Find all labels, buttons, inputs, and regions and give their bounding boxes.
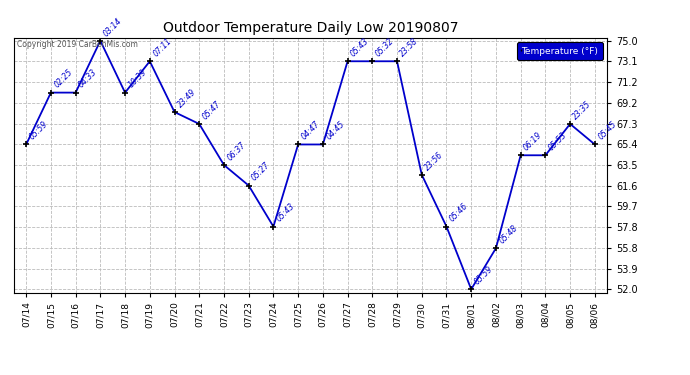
Text: 07:11: 07:11	[151, 36, 173, 58]
Text: 04:45: 04:45	[324, 120, 346, 142]
Text: 04:33: 04:33	[77, 68, 99, 90]
Text: Copyright 2019 CarBenMis.com: Copyright 2019 CarBenMis.com	[17, 40, 137, 49]
Title: Outdoor Temperature Daily Low 20190807: Outdoor Temperature Daily Low 20190807	[163, 21, 458, 35]
Text: 05:46: 05:46	[448, 202, 470, 224]
Text: 05:53: 05:53	[546, 130, 569, 153]
Text: 23:58: 23:58	[398, 36, 420, 58]
Text: 05:43: 05:43	[275, 202, 297, 224]
Text: 05:59: 05:59	[473, 264, 495, 286]
Text: 10:39: 10:39	[126, 68, 148, 90]
Text: 05:45: 05:45	[596, 120, 618, 142]
Text: 23:35: 23:35	[571, 99, 593, 121]
Text: 02:25: 02:25	[52, 68, 75, 90]
Text: 05:32: 05:32	[374, 36, 395, 58]
Legend: Temperature (°F): Temperature (°F)	[517, 42, 602, 60]
Text: 06:37: 06:37	[226, 140, 247, 162]
Text: 06:19: 06:19	[522, 130, 544, 153]
Text: 05:43: 05:43	[349, 36, 371, 58]
Text: 23:56: 23:56	[423, 150, 445, 172]
Text: 05:48: 05:48	[497, 224, 520, 245]
Text: 05:59: 05:59	[28, 120, 50, 142]
Text: 23:49: 23:49	[176, 87, 198, 109]
Text: 03:14: 03:14	[101, 16, 124, 38]
Text: 05:47: 05:47	[201, 99, 223, 121]
Text: 05:27: 05:27	[250, 161, 272, 183]
Text: 04:47: 04:47	[299, 120, 322, 142]
